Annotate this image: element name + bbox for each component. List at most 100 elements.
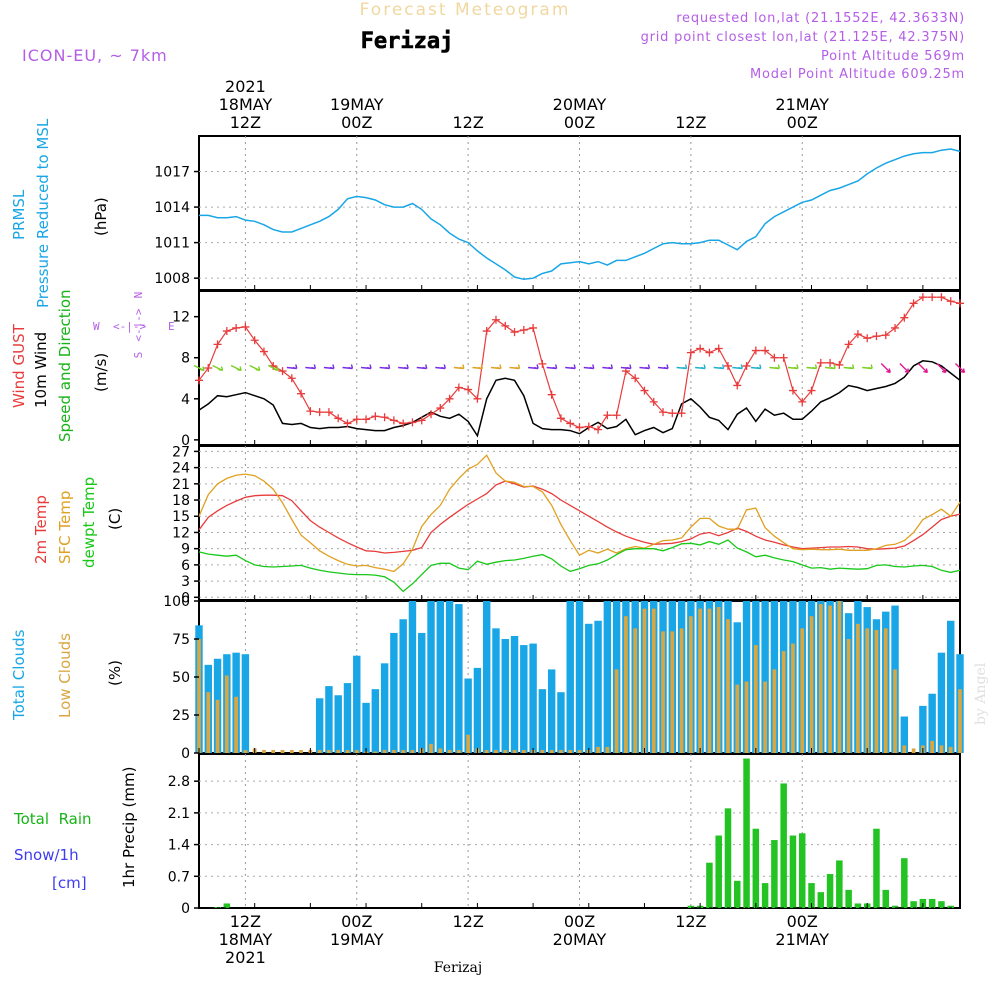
wind-gust-point [705,348,714,357]
rain-bar [882,889,890,908]
y-tick-label: 1008 [154,271,190,287]
total-rain-label: Total Rain [13,810,92,828]
wind-gust-point [324,408,333,417]
wind-direction-arrow [286,364,298,370]
low-cloud-bar [197,639,201,753]
y-tick-label: 1017 [154,165,190,181]
total-cloud-bar [408,601,417,753]
wind-gust-point [204,364,213,372]
total-cloud-bar [501,639,509,753]
wind-gust-point [482,327,491,336]
wind-direction-arrow [323,364,335,370]
wind-gust-point [427,410,436,419]
low-cloud-bar [624,616,628,753]
grid-lines [199,136,960,909]
total-cloud-bar [547,669,556,753]
total-cloud-bar [928,693,936,753]
low-cloud-bar [392,749,396,753]
wind-panel-labels: Wind GUST 10m Wind Speed and Direction (… [10,289,175,442]
low-cloud-bar [809,616,814,753]
rain-bar [808,883,815,908]
y-tick-label: 4 [181,392,190,408]
rain-bar [798,833,806,908]
y-tick-label: 0 [181,901,190,917]
low-clouds-label: Low Clouds [56,633,74,718]
wind-compass: N S <-|-> [132,292,145,359]
rain-bar [854,903,862,908]
temp-sfc-label: SFC Temp [56,491,74,564]
compass-horizontal-arrows: <-|-> [113,320,146,333]
wind-gust-point [668,409,677,418]
wind-gust-point [566,419,575,428]
total-cloud-bar [473,667,482,753]
wind-gust-point [315,408,324,417]
y-tick-label: 9 [181,542,190,558]
wind-direction-arrow [583,364,595,370]
wind-gust-point [575,423,584,432]
wind-gust-point [751,346,760,355]
total-cloud-bar [520,645,528,753]
wind-gust-point [278,367,287,376]
total-cloud-bar [761,601,769,753]
wind-gust-point [445,394,454,403]
rain-bar [845,889,852,908]
low-cloud-bar [772,669,777,753]
bottom-time-label: 00Z [787,912,818,931]
grid-point-coords: grid point closest lon,lat (21.125E, 42.… [641,30,965,45]
wind-gust-point [816,358,825,367]
wind-gust-point [742,361,751,370]
low-cloud-bar [317,749,322,753]
rain-bar [780,783,787,908]
chart-marks [193,148,966,909]
wind-gust-point [436,404,445,413]
y-tick-label: 1.4 [168,838,190,854]
top-time-label: 12Z [452,113,483,132]
wind-direction-arrow [620,364,632,370]
wind-direction-arrow [713,364,725,370]
wind-direction-arrow [360,364,372,370]
low-cloud-bar [753,645,758,753]
low-cloud-bar [735,684,740,753]
wind-gust-point [761,346,770,355]
pressure-panel-labels: PRMSL Pressure Reduced to MSL (hPa) [10,118,110,308]
low-cloud-bar [828,605,832,753]
bottom-time-label: 19MAY [330,930,384,949]
total-cloud-bar [482,601,491,753]
top-time-label: 12Z [675,113,706,132]
low-cloud-bar [781,651,786,753]
wind-direction-arrow [435,364,446,370]
wind-direction-arrow [193,364,205,372]
low-cloud-bar [382,749,387,753]
wind-gust-point [389,416,398,425]
low-cloud-bar [865,628,870,753]
wind-gust-point [918,293,927,302]
total-cloud-bar [603,601,612,753]
y-tick-label: 2.8 [168,774,190,790]
total-cloud-bar [464,678,472,753]
low-cloud-bar [345,749,350,753]
wind-gust-point [900,313,909,322]
y-tick-label: 2.1 [168,806,190,822]
total-cloud-bar [315,698,324,753]
wind-gust-point [464,385,473,394]
rain-bar [891,905,899,908]
rain-bar [771,840,778,908]
wind-direction-arrow [453,364,465,370]
top-time-label: 00Z [341,113,372,132]
total-cloud-bar [585,623,593,753]
wind-gust-point [529,323,538,332]
y-tick-label: 0 [181,433,190,449]
rain-bar [826,874,834,908]
wind-gust-point [250,336,259,345]
low-cloud-bar [289,749,294,753]
rain-bar [938,901,945,908]
low-cloud-bar [559,749,563,753]
total-cloud-bar [353,655,361,753]
wind-direction-arrow [787,364,799,370]
low-cloud-bar [271,749,276,753]
total-cloud-bar [343,683,352,753]
wind-gust-point [659,408,668,417]
wind-direction-arrow [639,364,651,370]
wind-gust-point [909,299,918,308]
point-altitude: Point Altitude 569m [821,49,965,64]
